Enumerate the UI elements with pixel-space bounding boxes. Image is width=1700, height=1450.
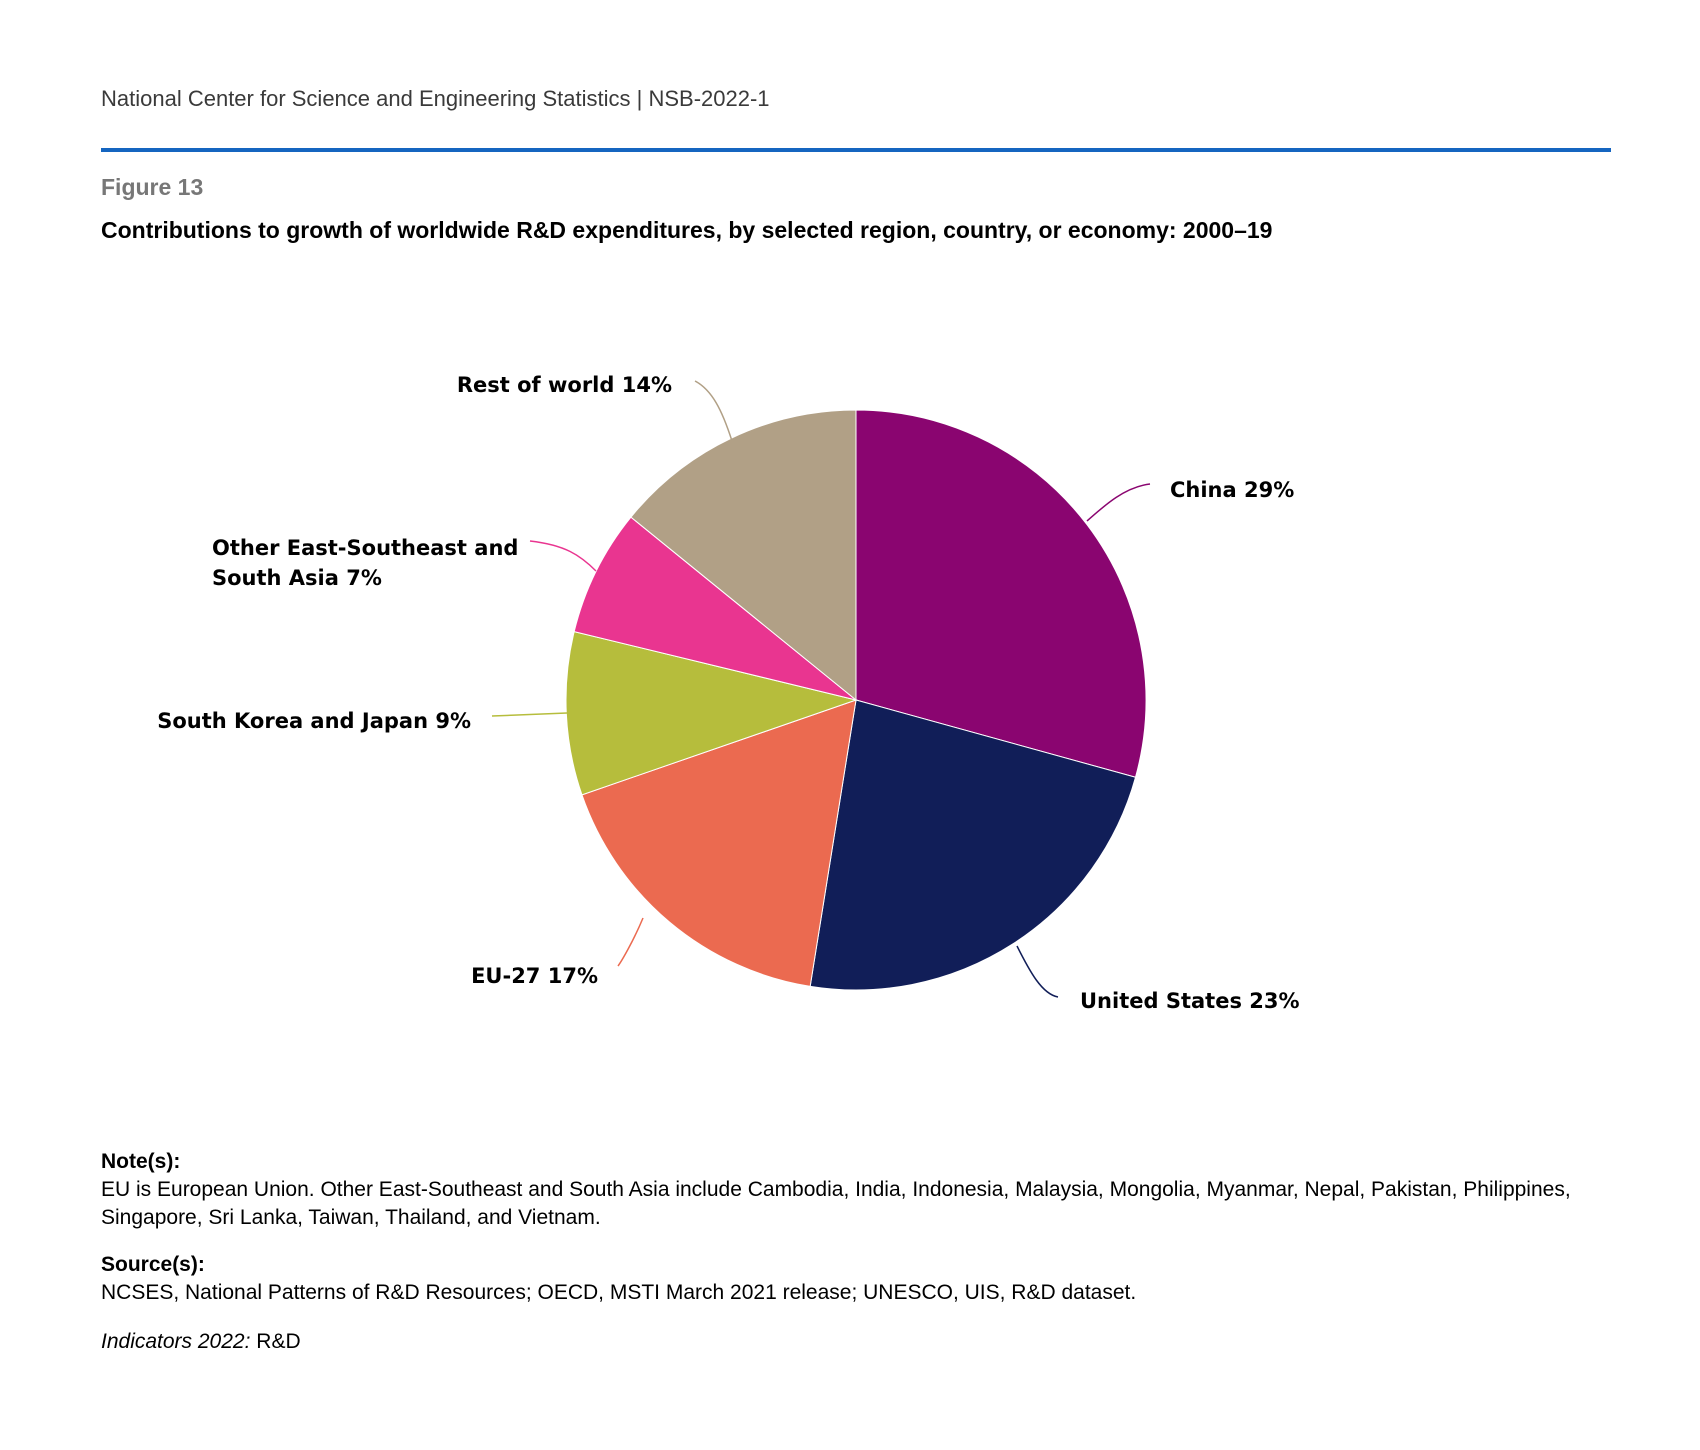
notes-text: EU is European Union. Other East-Southea… [101, 1178, 1571, 1229]
indicators-line: Indicators 2022: R&D [101, 1330, 301, 1354]
slice-label-rest-of-world: Rest of world 14% [457, 373, 672, 397]
slice-label-south-korea-and-japan: South Korea and Japan 9% [157, 709, 471, 733]
slice-label-china: China 29% [1170, 478, 1294, 502]
leader-line-united-states [1016, 945, 1059, 998]
slice-label-united-states: United States 23% [1080, 989, 1300, 1013]
leader-line-china [1086, 483, 1151, 522]
slice-label-other-east-southeast-and-south-asia: Other East-Southeast and South Asia 7% [212, 536, 518, 590]
header-rule [101, 148, 1611, 152]
pie-chart: China 29% United States 23% EU-27 17% South… [157, 373, 1300, 1013]
leader-line-south-korea-and-japan [491, 712, 568, 717]
slice-label-line: Other East-Southeast and [212, 536, 518, 560]
report-header: National Center for Science and Engineer… [101, 86, 770, 111]
notes-heading: Note(s): [101, 1150, 181, 1173]
slice-label-eu-27: EU-27 17% [471, 964, 598, 988]
figure-title: Contributions to growth of worldwide R&D… [101, 217, 1273, 243]
slice-label-line: South Asia 7% [212, 566, 382, 590]
indicators-text: R&D [250, 1330, 301, 1353]
leader-line-rest-of-world [694, 380, 733, 442]
pie-slice-other-east-southeast-and-south-asia [573, 516, 857, 701]
sources-section: Source(s): NCSES, National Patterns of R… [101, 1251, 1621, 1307]
sources-heading: Source(s): [101, 1253, 205, 1276]
pie-slice-china [855, 409, 1147, 778]
pie-slice-united-states [809, 699, 1137, 991]
indicators-italic: Indicators 2022: [101, 1330, 251, 1353]
sources-text: NCSES, National Patterns of R&D Resource… [101, 1281, 1137, 1304]
pie-slice-south-korea-and-japan [565, 631, 858, 796]
notes-section: Note(s): EU is European Union. Other Eas… [101, 1148, 1621, 1232]
figure-label: Figure 13 [101, 174, 204, 200]
leader-line-eu-27 [617, 917, 644, 967]
leader-line-other-east-southeast-and-south-asia [529, 540, 597, 572]
